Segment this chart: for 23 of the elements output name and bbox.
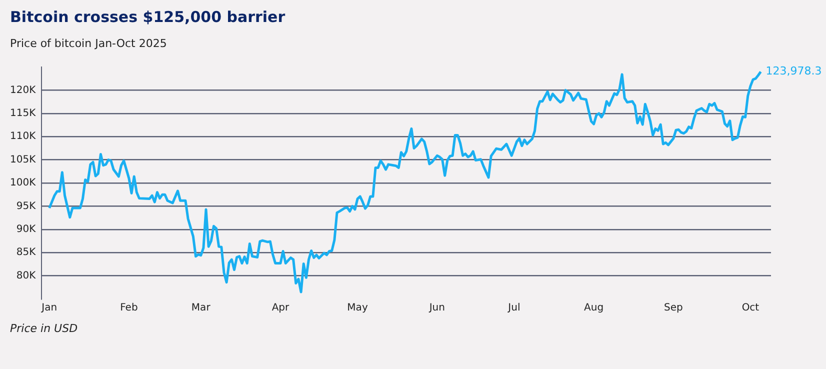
x-tick-label: Feb [120, 302, 138, 314]
chart-title: Bitcoin crosses $125,000 barrier [10, 8, 286, 26]
y-tick-label: 120K [10, 84, 36, 96]
x-tick-label: Jun [428, 302, 445, 314]
y-tick-label: 90K [16, 224, 36, 235]
chart-subtitle: Price of bitcoin Jan-Oct 2025 [10, 37, 167, 50]
x-tick-label: Mar [191, 302, 212, 314]
y-tick-label: 105K [10, 154, 36, 166]
y-tick-label: 85K [16, 247, 36, 258]
y-tick-label: 80K [16, 270, 36, 282]
x-tick-label: Jan [40, 302, 58, 314]
y-tick-label: 115K [10, 108, 36, 119]
x-tick-label: Sep [664, 302, 683, 314]
x-tick-label: Aug [584, 302, 604, 314]
y-tick-label: 110K [10, 131, 36, 142]
y-tick-label: 95K [16, 200, 36, 212]
x-tick-label: Jul [507, 302, 520, 314]
x-tick-label: Oct [742, 302, 760, 314]
x-tick-label: Apr [272, 302, 290, 314]
annotation: 123,978.3 [766, 64, 822, 78]
text: Price in USD [10, 322, 78, 335]
x-tick-label: May [347, 302, 368, 314]
y-tick-label: 100K [10, 178, 36, 189]
